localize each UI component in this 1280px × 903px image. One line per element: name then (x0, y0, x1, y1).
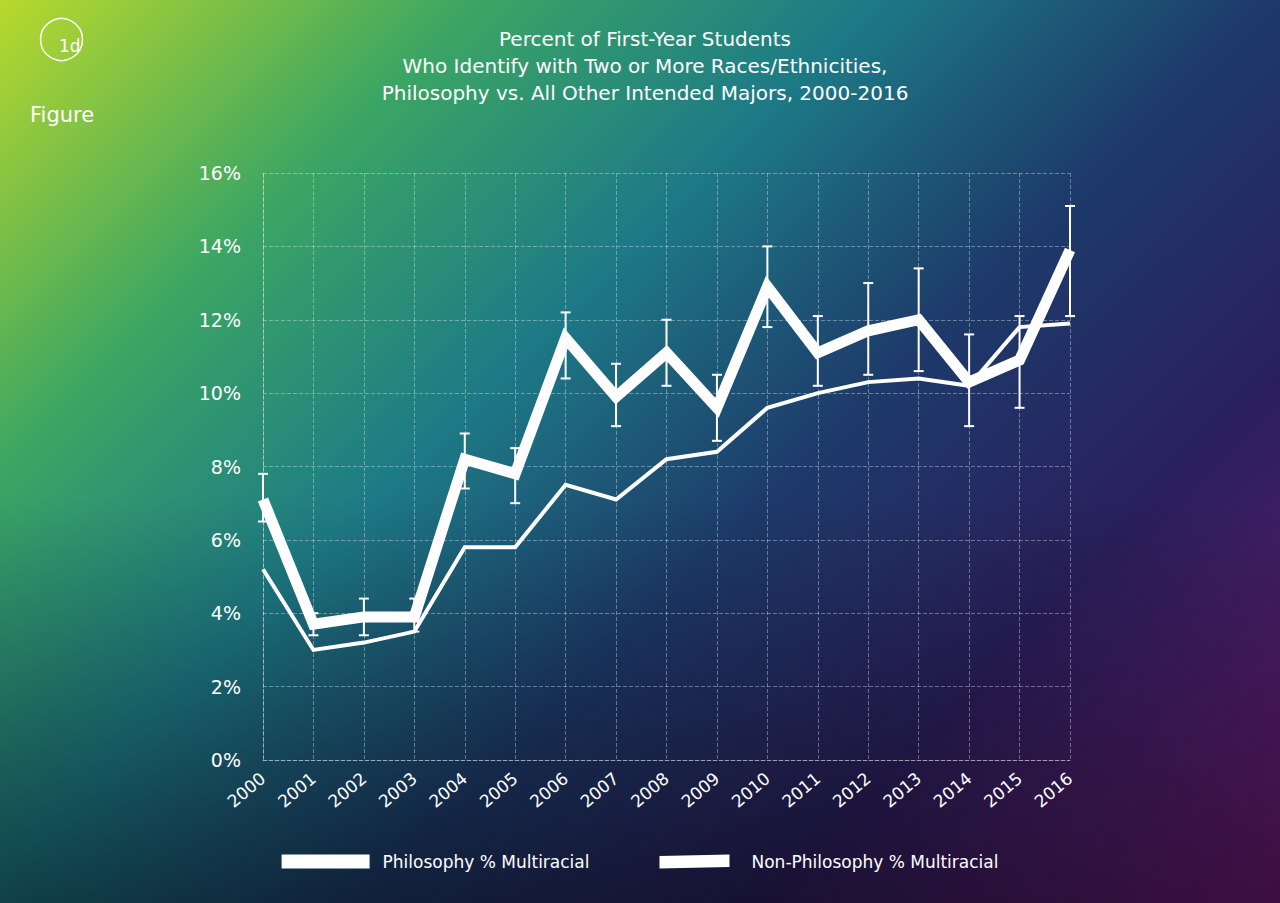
svg-text:2004: 2004 (425, 768, 471, 811)
svg-text:12%: 12% (199, 309, 241, 331)
svg-text:10%: 10% (199, 382, 241, 404)
svg-text:16%: 16% (199, 162, 241, 184)
svg-text:2012: 2012 (829, 768, 875, 811)
svg-text:14%: 14% (199, 235, 241, 257)
svg-text:2009: 2009 (677, 768, 723, 811)
svg-text:1d: 1d (59, 36, 81, 56)
svg-text:2%: 2% (211, 676, 241, 698)
svg-text:Percent of First-Year Students: Percent of First-Year Students (499, 27, 791, 51)
svg-text:Figure: Figure (30, 103, 94, 127)
svg-text:2013: 2013 (879, 768, 925, 811)
svg-text:2000: 2000 (223, 768, 269, 811)
svg-text:2001: 2001 (274, 768, 320, 811)
svg-text:2007: 2007 (576, 768, 622, 811)
svg-text:Who Identify with Two or More: Who Identify with Two or More Races/Ethn… (403, 54, 888, 78)
svg-text:4%: 4% (211, 602, 241, 624)
svg-text:6%: 6% (211, 529, 241, 551)
svg-text:2010: 2010 (728, 768, 774, 811)
svg-text:2008: 2008 (627, 768, 673, 811)
svg-text:2005: 2005 (476, 768, 522, 811)
svg-text:Non-Philosophy % Multiracial: Non-Philosophy % Multiracial (751, 852, 998, 872)
svg-text:0%: 0% (211, 749, 241, 771)
svg-text:2015: 2015 (980, 768, 1026, 811)
svg-text:8%: 8% (211, 456, 241, 478)
svg-text:2014: 2014 (930, 768, 976, 811)
svg-text:2016: 2016 (1030, 768, 1076, 811)
svg-text:Philosophy vs. All Other Inten: Philosophy vs. All Other Intended Majors… (382, 81, 909, 105)
svg-text:2003: 2003 (375, 768, 421, 811)
svg-text:Philosophy % Multiracial: Philosophy % Multiracial (383, 852, 590, 872)
svg-text:2011: 2011 (778, 768, 824, 811)
svg-text:2002: 2002 (324, 768, 370, 811)
svg-text:2006: 2006 (526, 768, 572, 811)
